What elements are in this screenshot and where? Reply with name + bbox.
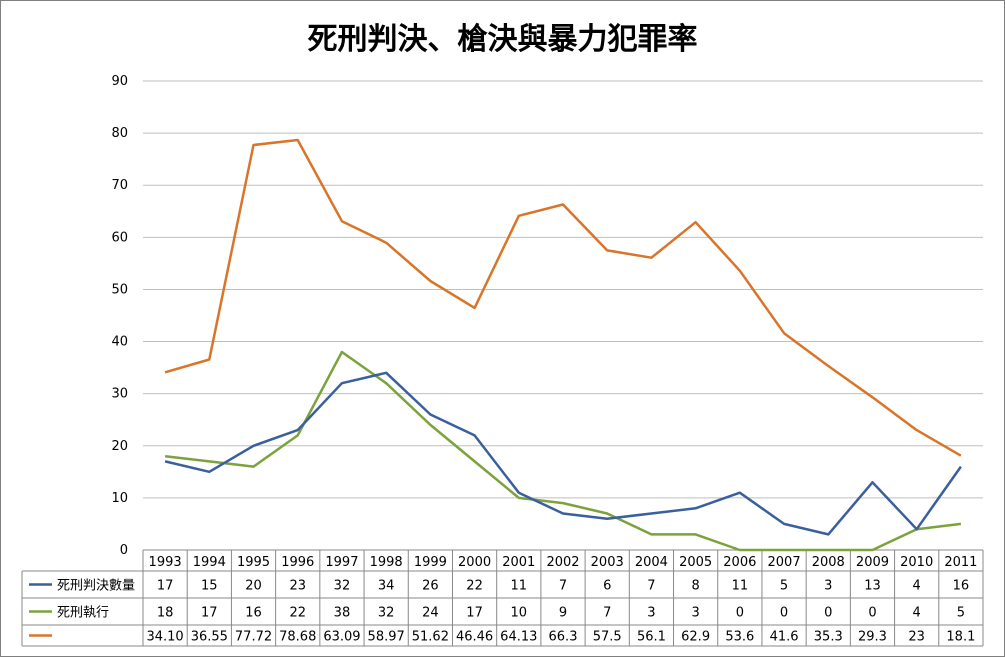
- x-tick-label: 2009: [856, 555, 889, 570]
- x-tick-label: 2002: [546, 555, 579, 570]
- x-tick-label: 1996: [281, 555, 314, 570]
- data-table-cell: 23: [908, 630, 925, 645]
- data-table-cell: 53.6: [725, 630, 754, 645]
- data-table-cell: 15: [201, 579, 218, 594]
- data-table-cell: 10: [511, 606, 528, 621]
- y-tick-label: 70: [111, 178, 128, 193]
- data-table-cell: 58.97: [368, 630, 405, 645]
- series-line: [164, 350, 962, 552]
- data-table-cell: 26: [422, 579, 439, 594]
- data-table-cell: 11: [511, 579, 528, 594]
- data-table-cell: 62.9: [681, 630, 710, 645]
- data-table-cell: 8: [691, 579, 699, 594]
- data-table-cell: 24: [422, 606, 439, 621]
- x-tick-label: 1998: [370, 555, 403, 570]
- data-table-cell: 29.3: [858, 630, 887, 645]
- x-tick-label: 2005: [679, 555, 712, 570]
- data-table-cell: 51.62: [412, 630, 449, 645]
- data-table-cell: 41.6: [770, 630, 799, 645]
- y-tick-label: 40: [111, 335, 128, 350]
- data-table-cell: 5: [780, 579, 788, 594]
- x-tick-label: 1997: [325, 555, 358, 570]
- data-table-cell: 16: [245, 606, 262, 621]
- data-table-cell: 18: [157, 606, 174, 621]
- data-table-cell: 7: [559, 579, 567, 594]
- y-tick-label: 0: [120, 543, 128, 558]
- data-table-cell: 17: [201, 606, 218, 621]
- data-table-cell: 36.55: [191, 630, 228, 645]
- data-table-cell: 46.46: [456, 630, 493, 645]
- x-tick-label: 1993: [149, 555, 182, 570]
- data-table-cell: 16: [953, 579, 970, 594]
- data-table-cell: 78.68: [279, 630, 316, 645]
- data-table-cell: 32: [378, 606, 395, 621]
- data-table-cell: 56.1: [637, 630, 666, 645]
- data-table-cell: 6: [603, 579, 611, 594]
- data-table-cell: 18.1: [946, 630, 975, 645]
- data-table-cell: 32: [334, 579, 351, 594]
- data-table-cell: 9: [559, 606, 567, 621]
- data-table-cell: 66.3: [549, 630, 578, 645]
- data-table-cell: 0: [868, 606, 876, 621]
- data-table-cell: 7: [647, 579, 655, 594]
- data-table-cell: 4: [913, 606, 921, 621]
- data-table-cell: 3: [647, 606, 655, 621]
- data-table-cell: 7: [603, 606, 611, 621]
- x-tick-label: 2004: [635, 555, 668, 570]
- data-table-cell: 5: [957, 606, 965, 621]
- data-table-cell: 35.3: [814, 630, 843, 645]
- chart-title: 死刑判決、槍決與暴力犯罪率: [307, 22, 698, 57]
- y-tick-label: 30: [111, 387, 128, 402]
- legend-label: 死刑執行: [57, 605, 109, 621]
- data-table-cell: 77.72: [235, 630, 272, 645]
- data-table-cell: 0: [780, 606, 788, 621]
- x-tick-label: 2007: [768, 555, 801, 570]
- data-table-cell: 64.13: [500, 630, 537, 645]
- data-table-cell: 57.5: [593, 630, 622, 645]
- x-tick-label: 1999: [414, 555, 447, 570]
- data-table-cell: 34.10: [146, 630, 183, 645]
- x-tick-label: 2011: [944, 555, 977, 570]
- data-table-cell: 0: [736, 606, 744, 621]
- data-table-cell: 0: [824, 606, 832, 621]
- y-tick-label: 60: [111, 230, 128, 245]
- y-tick-label: 90: [111, 74, 128, 89]
- y-tick-label: 80: [111, 126, 128, 141]
- data-table-cell: 11: [732, 579, 749, 594]
- y-tick-label: 50: [111, 282, 128, 297]
- data-table-cell: 17: [466, 606, 483, 621]
- data-table-cell: 23: [289, 579, 306, 594]
- x-tick-label: 2001: [502, 555, 535, 570]
- data-table-cell: 17: [157, 579, 174, 594]
- x-tick-label: 1994: [193, 555, 226, 570]
- x-tick-label: 2008: [812, 555, 845, 570]
- data-table-cell: 63.09: [323, 630, 360, 645]
- x-tick-label: 2003: [591, 555, 624, 570]
- y-tick-label: 20: [111, 439, 128, 454]
- data-table-cell: 20: [245, 579, 262, 594]
- data-table-cell: 13: [864, 579, 881, 594]
- data-table-cell: 3: [691, 606, 699, 621]
- y-tick-label: 10: [111, 491, 128, 506]
- data-table-cell: 38: [334, 606, 351, 621]
- x-tick-label: 2010: [900, 555, 933, 570]
- data-table-cell: 22: [289, 606, 306, 621]
- x-tick-label: 1995: [237, 555, 270, 570]
- data-table-cell: 22: [466, 579, 483, 594]
- x-tick-label: 2000: [458, 555, 491, 570]
- legend-label: 死刑判決數量: [57, 579, 135, 594]
- data-table-cell: 3: [824, 579, 832, 594]
- x-tick-label: 2006: [723, 555, 756, 570]
- series-line: [164, 371, 962, 536]
- data-table-cell: 34: [378, 579, 395, 594]
- series-line: [164, 138, 962, 457]
- data-table-cell: 4: [913, 579, 921, 594]
